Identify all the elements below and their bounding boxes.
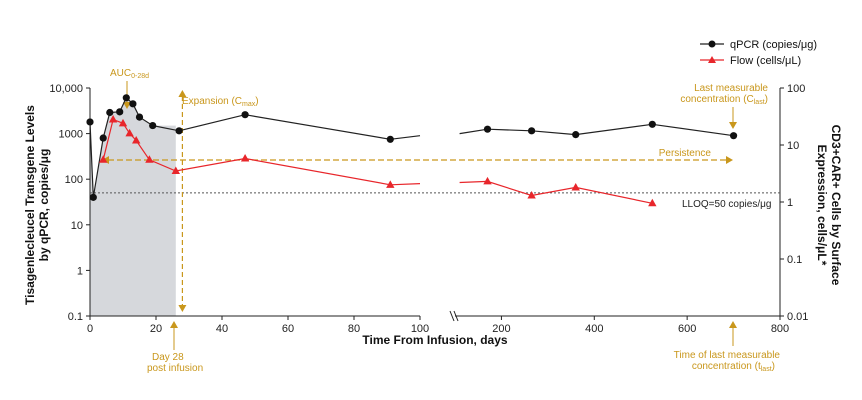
qpcr-point [135,113,144,121]
annotation-arrows [102,81,737,350]
axis-break-mark [449,310,455,322]
qpcr-point [572,131,580,139]
flow-point [118,118,128,127]
left-y-axis-title: Tisagenlecleucel Transgene Levels by qPC… [23,105,51,305]
flow-point [171,166,180,174]
qpcr-point [116,108,124,116]
last-conc-label-line2: concentration (Clast) [680,94,768,106]
legend: qPCR (copies/μg) Flow (cells/μL) [700,39,817,67]
flow-point [527,191,536,199]
lloq-label: LLOQ=50 copies/μg [682,199,771,210]
qpcr-point [129,100,137,108]
expansion-arrow-head-up [178,90,187,97]
y-right-tick-label: 10 [787,140,799,152]
qpcr-point [648,120,656,128]
flow-point [648,198,657,207]
flow-point [145,155,154,163]
qpcr-point [175,127,183,135]
flow-point [132,135,141,144]
y-right-tick-label: 0.01 [787,311,808,323]
flow-point [483,176,492,185]
day28-arrow-head [170,321,178,328]
qpcr-point [386,135,394,143]
tlast-label-line1: Time of last measurable [674,350,781,361]
left-y-title-line1: Tisagenlecleucel Transgene Levels [23,105,37,305]
flow-point [386,180,395,188]
x-tick-label: 600 [678,323,696,335]
expansion-arrow-head-down [178,305,187,312]
auc-shaded-region [90,97,176,316]
qpcr-point [99,134,107,142]
qpcr-point [149,121,157,130]
last-conc-label-line1: Last measurable [694,83,768,94]
legend-flow-label: Flow (cells/μL) [730,55,801,67]
axis-break-mark [453,310,459,322]
y-left-tick-label: 10 [71,220,83,232]
right-y-axis-title: CD3+CAR+ Cells by Surface Expression, ce… [815,125,843,286]
x-axis-title: Time From Infusion, days [362,333,507,347]
x-tick-label: 20 [150,323,162,335]
tlast-label-line2: concentration (tlast) [692,361,775,373]
y-right-tick-label: 0.1 [787,254,802,266]
auc-arrow-head [123,102,131,109]
legend-qpcr-label: qPCR (copies/μg) [730,39,817,51]
flow-point [108,115,118,123]
x-tick-label: 0 [87,323,93,335]
x-tick-label: 40 [216,323,228,335]
y-right-tick-label: 100 [787,83,805,95]
right-y-title-line2: Expression, cells/μL* [815,145,829,266]
auc-label: AUC0-28d [110,68,149,80]
left-y-title-line2: by qPCR, copies/μg [37,149,51,262]
tlast-arrow-head [729,321,737,328]
right-y-title-line1: CD3+CAR+ Cells by Surface [829,125,843,286]
qpcr-point [241,111,249,119]
qpcr-point [89,193,97,201]
qpcr-point [729,132,738,140]
y-left-tick-label: 0.1 [68,311,83,323]
day28-label-line2: post infusion [147,363,203,374]
series-0-line [459,123,734,137]
qpcr-point [86,118,94,126]
flow-point [240,153,250,162]
qpcr-point [122,94,130,102]
qpcr-point [528,127,536,135]
x-tick-label: 60 [282,323,294,335]
y-left-tick-label: 1 [77,265,83,277]
series-1-line [102,118,421,186]
qpcr-point [106,108,114,117]
auc-area [90,97,176,316]
x-tick-label: 200 [492,323,510,335]
expansion-label: Expansion (Cmax) [182,96,259,108]
flow-point [125,128,134,137]
persistence-label: Persistence [659,148,712,159]
day28-label-line1: Day 28 [152,352,184,363]
series-1-line [459,180,653,204]
series-layer [86,94,738,207]
y-left-tick-label: 10,000 [49,83,83,95]
axis-ticks: 0 20 40 60 80 100 200 400 600 800 0.1 1 10 100 1000 10,… [49,83,808,335]
x-tick-label: 400 [585,323,603,335]
qpcr-point [483,125,492,133]
legend-qpcr-marker [708,40,716,48]
y-left-tick-label: 100 [65,174,83,186]
x-tick-label: 100 [411,323,429,335]
x-tick-label: 800 [771,323,789,335]
legend-flow-marker [708,56,716,63]
flow-point [99,155,108,163]
persistence-arrow-head-right [726,156,733,164]
flow-point [571,182,580,191]
x-tick-label: 80 [348,323,360,335]
last-conc-arrow-head [729,122,737,129]
y-right-tick-label: 1 [787,197,793,209]
y-left-tick-label: 1000 [59,129,83,141]
